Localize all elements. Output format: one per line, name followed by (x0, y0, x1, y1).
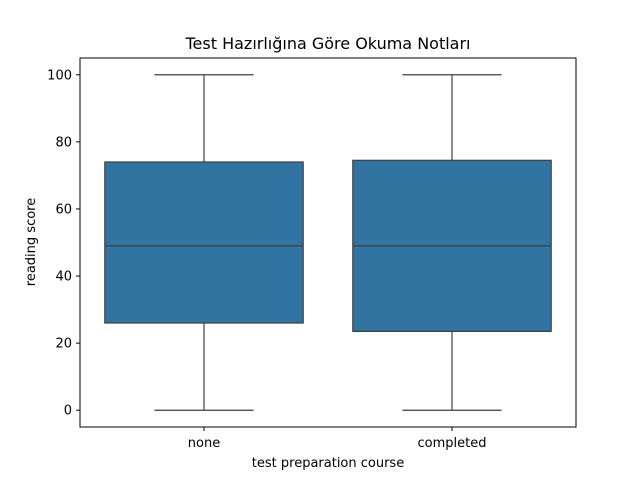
y-tick-label: 80 (55, 135, 72, 150)
x-tick-label: none (188, 436, 220, 451)
y-tick-label: 100 (47, 68, 72, 83)
x-axis-label: test preparation course (252, 456, 404, 471)
box-iqr (104, 161, 304, 324)
y-tick-label: 60 (55, 202, 72, 217)
box-group-completed (352, 74, 552, 411)
x-axis: none completed (188, 427, 487, 451)
y-axis-label: reading score (24, 198, 39, 286)
x-tick-label: completed (418, 436, 487, 451)
box-group-none (104, 74, 304, 411)
plot-area (104, 74, 552, 411)
y-tick-label: 0 (64, 404, 72, 419)
y-tick-label: 20 (55, 337, 72, 352)
y-axis: 0 20 40 60 80 100 (47, 68, 80, 419)
y-tick-label: 40 (55, 270, 72, 285)
plot-frame (79, 57, 577, 428)
chart-title: Test Hazırlığına Göre Okuma Notları (184, 34, 470, 53)
